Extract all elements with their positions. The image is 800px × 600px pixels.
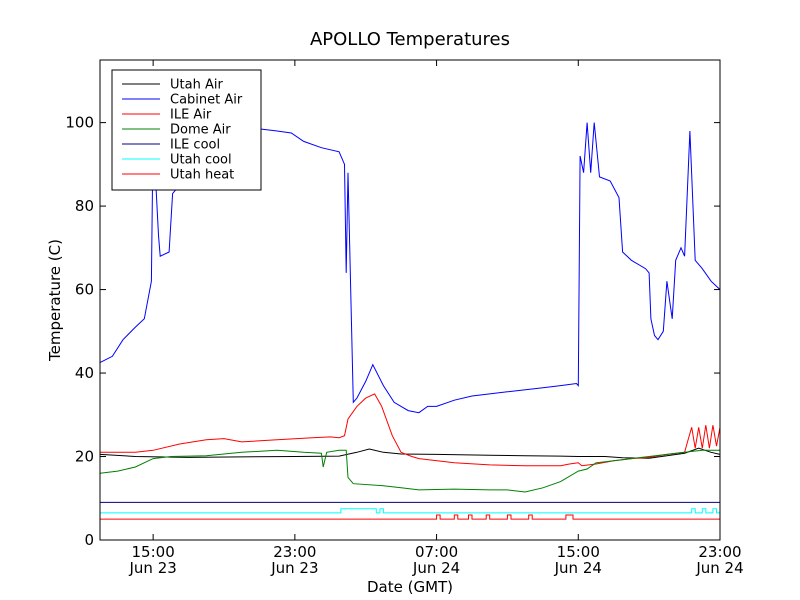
x-tick-label-time: 07:00 (415, 543, 458, 561)
series-line-ile-air (100, 393, 720, 467)
x-tick-label-time: 15:00 (132, 543, 175, 561)
y-tick-label: 0 (84, 531, 94, 549)
y-tick-label: 40 (75, 364, 94, 382)
plot-frame (99, 59, 721, 541)
legend-label: Dome Air (170, 123, 231, 138)
legend-label: Utah Air (170, 78, 223, 93)
series-line-utah-heat (100, 514, 720, 520)
y-tick-label: 80 (75, 197, 94, 215)
legend-label: Utah cool (170, 153, 232, 168)
y-tick-label: 20 (75, 448, 94, 466)
legend-box (111, 69, 262, 191)
y-tick-label: 60 (75, 281, 94, 299)
series-line-utah-cool (100, 508, 720, 514)
chart-title: APOLLO Temperatures (310, 29, 510, 50)
x-tick-label-date: Jun 24 (412, 559, 460, 577)
legend-label: ILE cool (170, 138, 220, 153)
x-tick-label-date: Jun 23 (270, 559, 318, 577)
y-axis-label: Temperature (C) (46, 239, 64, 362)
legend-label: Utah heat (170, 168, 234, 183)
x-tick-label-date: Jun 23 (128, 559, 176, 577)
series-line-utah-air (100, 447, 720, 459)
x-tick-label-time: 15:00 (557, 543, 600, 561)
legend-label: ILE Air (170, 108, 212, 123)
x-axis-label: Date (GMT) (367, 578, 453, 596)
x-tick-label-date: Jun 24 (554, 559, 602, 577)
x-tick-label-date: Jun 24 (695, 559, 743, 577)
x-tick-label-time: 23:00 (273, 543, 316, 561)
legend-label: Cabinet Air (170, 93, 243, 108)
y-tick-label: 100 (65, 114, 94, 132)
series-line-dome-air (100, 449, 720, 493)
x-tick-label-time: 23:00 (698, 543, 741, 561)
